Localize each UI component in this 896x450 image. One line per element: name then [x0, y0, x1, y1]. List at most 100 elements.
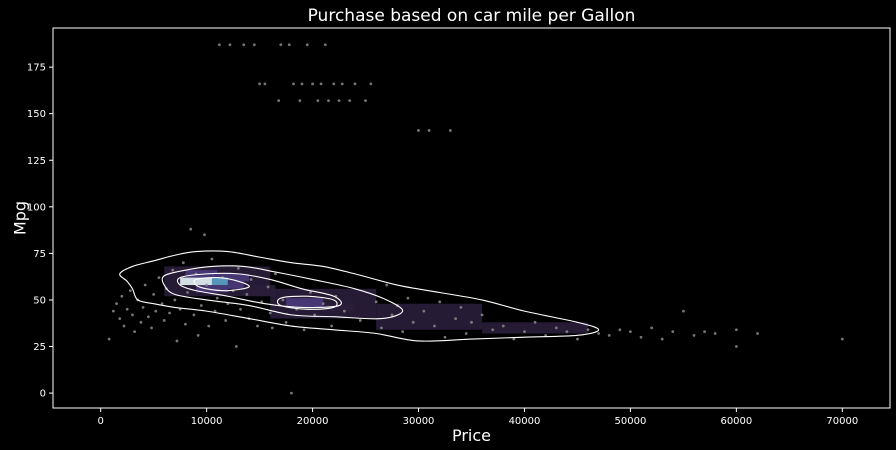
scatter-point	[692, 333, 696, 337]
kde-contour-line	[176, 272, 342, 309]
kde-contour-line	[276, 295, 338, 310]
scatter-point	[348, 99, 352, 103]
scatter-point	[533, 320, 537, 324]
scatter-point	[523, 330, 526, 334]
scatter-point	[302, 328, 306, 332]
scatter-point	[342, 309, 346, 313]
scatter-point	[237, 266, 240, 270]
scatter-point	[228, 43, 232, 47]
scatter-point	[512, 337, 516, 341]
scatter-point	[459, 306, 463, 309]
y-axis-ticks: 0 25 50 75 100 125 150 175	[27, 63, 53, 400]
scatter-point	[277, 99, 281, 103]
scatter-point	[358, 319, 362, 322]
scatter-point	[245, 292, 249, 296]
histogram-bin	[180, 277, 197, 286]
scatter-point	[252, 43, 256, 47]
scatter-point	[115, 302, 118, 306]
scatter-point	[374, 300, 378, 304]
scatter-point	[364, 99, 367, 103]
y-tick-label: 50	[33, 295, 46, 306]
scatter-point	[734, 345, 738, 348]
scatter-point	[756, 332, 759, 335]
scatter-point	[470, 320, 473, 324]
scatter-point	[175, 339, 179, 343]
x-tick-label: 20000	[297, 416, 329, 427]
scatter-point	[192, 313, 196, 317]
scatter-point	[629, 330, 632, 334]
scatter-point	[353, 82, 357, 86]
scatter-point	[586, 328, 590, 332]
x-tick-label: 0	[97, 416, 103, 427]
scatter-point	[576, 337, 579, 341]
scatter-point	[258, 82, 262, 86]
scatter-point	[411, 320, 415, 324]
scatter-point	[249, 278, 253, 281]
scatter-point	[184, 322, 187, 326]
y-tick-label: 0	[40, 389, 46, 400]
scatter-point	[143, 283, 147, 287]
scatter-point	[279, 43, 283, 47]
x-tick-label: 50000	[615, 416, 647, 427]
scatter-point	[327, 99, 330, 103]
x-axis-title: Price	[452, 426, 491, 445]
scatter-point	[224, 319, 228, 322]
x-axis-ticks: 0 10000 20000 30000 40000 50000 60000 70000	[97, 408, 858, 427]
scatter-point	[340, 82, 344, 86]
scatter-point	[305, 43, 309, 47]
histogram-bin	[286, 298, 324, 308]
scatter-point	[319, 82, 323, 86]
scatter-point	[111, 309, 115, 313]
scatter-point	[618, 328, 622, 332]
scatter-point	[263, 82, 267, 86]
scatter-point	[309, 291, 312, 294]
scatter-point	[660, 337, 664, 341]
scatter-point	[713, 332, 717, 335]
y-tick-label: 25	[33, 342, 46, 353]
x-tick-label: 10000	[191, 416, 223, 427]
histogram-bin	[217, 273, 250, 282]
scatter-point	[390, 313, 394, 317]
scatter-point	[131, 313, 134, 317]
scatter-point	[120, 294, 124, 298]
scatter-point	[565, 330, 569, 334]
scatter-point	[607, 333, 611, 337]
scatter-point	[300, 82, 304, 86]
scatter-point	[734, 328, 738, 332]
scatter-point	[234, 345, 238, 348]
scatter-point	[316, 99, 320, 103]
scatter-point	[427, 129, 431, 132]
scatter-point	[544, 333, 548, 337]
scatter-point	[139, 320, 143, 324]
scatter-point	[128, 289, 132, 293]
scatter-point	[107, 337, 111, 341]
scatter-point	[242, 43, 246, 47]
scatter-point	[157, 276, 161, 280]
chart-title: Purchase based on car mile per Gallon	[308, 6, 636, 26]
scatter-point	[122, 324, 126, 328]
y-tick-label: 175	[27, 63, 46, 74]
histogram-bin	[211, 277, 228, 286]
scatter-point	[186, 291, 189, 294]
scatter-point	[292, 82, 295, 86]
kde-contour-layer	[119, 250, 600, 342]
scatter-point	[380, 326, 383, 330]
scatter-point	[422, 309, 426, 313]
scatter-point	[239, 307, 242, 311]
histogram-bin	[323, 303, 355, 312]
scatter-point	[154, 309, 158, 313]
scatter-point	[152, 292, 156, 296]
x-tick-label: 30000	[403, 416, 435, 427]
histogram-bin	[482, 322, 589, 334]
scatter-point	[210, 257, 214, 261]
scatter-point	[433, 324, 436, 328]
x-tick-label: 70000	[826, 416, 858, 427]
scatter-point	[274, 272, 277, 276]
scatter-point	[501, 324, 505, 328]
scatter-point	[189, 227, 193, 231]
scatter-point	[207, 324, 211, 328]
scatter-point	[146, 315, 150, 319]
scatter-point	[448, 129, 452, 132]
scatter-point	[171, 268, 175, 272]
scatter-point	[703, 330, 706, 334]
